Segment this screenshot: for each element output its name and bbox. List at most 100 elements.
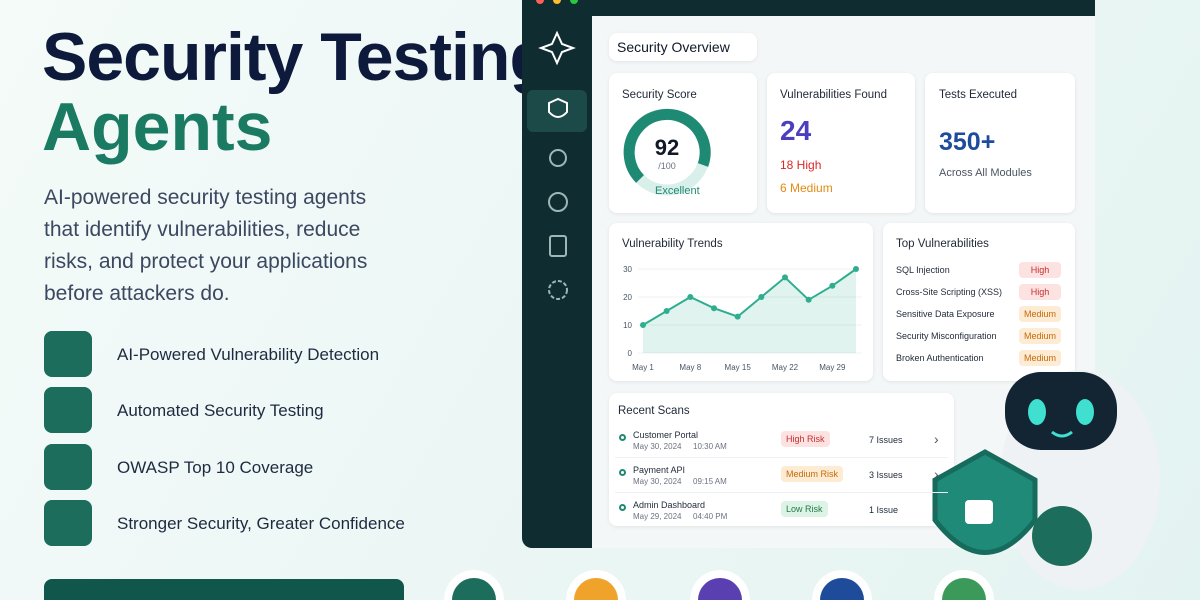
severity-badge: High <box>1019 262 1061 278</box>
y-tick-label: 10 <box>623 321 632 330</box>
scan-date: May 30, 2024 <box>633 442 682 451</box>
description: AI-powered security testing agents that … <box>44 186 368 305</box>
title: Agents <box>42 89 273 165</box>
vuln-name: Security Misconfiguration <box>896 331 997 341</box>
feature: Stronger Security, Greater Confidence <box>117 514 405 533</box>
status-dot <box>619 434 626 441</box>
tests-card <box>925 73 1075 213</box>
x-tick-label: May 29 <box>819 363 846 372</box>
card-label: Tests Executed <box>939 89 1017 101</box>
severity-badge: Medium <box>1019 306 1061 322</box>
risk-badge: Medium Risk <box>781 466 844 482</box>
scan-date: May 29, 2024 <box>633 512 682 521</box>
trend-point <box>734 313 741 320</box>
vuln-medium: 6 Medium <box>780 181 833 195</box>
trend-point <box>640 322 646 328</box>
feature-icon <box>44 331 92 377</box>
vuln-high: 18 High <box>780 158 822 172</box>
card-label: Recent Scans <box>618 405 690 417</box>
scan-time: 04:40 PM <box>693 512 728 521</box>
trend-point <box>758 294 765 300</box>
x-tick-label: May 8 <box>679 363 701 372</box>
card-label: Security Score <box>622 89 697 101</box>
feature: Automated Security Testing <box>117 401 324 420</box>
trend-point <box>663 308 670 314</box>
nav-active[interactable] <box>527 90 587 132</box>
window-dot <box>570 0 578 4</box>
scan-issues: 3 Issues <box>869 470 903 480</box>
title: Security Testing <box>42 19 551 95</box>
scan-issues: 7 Issues <box>869 435 903 445</box>
tests-value: 350+ <box>939 128 996 156</box>
feature-icon <box>44 444 92 490</box>
risk-badge: High Risk <box>781 431 830 447</box>
trend-line <box>642 268 857 326</box>
y-tick-label: 20 <box>623 293 632 302</box>
nav-icon[interactable] <box>548 280 568 300</box>
vuln-total: 24 <box>780 115 812 146</box>
x-tick-label: May 1 <box>632 363 654 372</box>
window-dot <box>536 0 544 4</box>
severity-badge: Medium <box>1019 328 1061 344</box>
scan-time: 09:15 AM <box>693 477 727 486</box>
nav-icon[interactable] <box>549 149 567 167</box>
vuln-card <box>767 73 915 213</box>
nav-icon[interactable] <box>548 97 568 118</box>
scan-date: May 30, 2024 <box>633 477 682 486</box>
vuln-name: Sensitive Data Exposure <box>896 309 995 319</box>
trend-point <box>829 282 836 289</box>
risk-badge: Low Risk <box>781 501 828 517</box>
card-label: Vulnerabilities Found <box>780 89 887 101</box>
robot <box>932 370 1160 590</box>
trend-card <box>609 223 873 381</box>
scan-time: 10:30 AM <box>693 442 727 451</box>
score-value: 92 <box>654 135 680 160</box>
y-tick-label: 30 <box>623 265 632 274</box>
scan-name[interactable]: Admin Dashboard <box>633 500 706 510</box>
status-dot <box>619 504 626 511</box>
vuln-name: Broken Authentication <box>896 353 984 363</box>
vuln-name: Cross-Site Scripting (XSS) <box>896 287 1003 297</box>
nav-icon[interactable] <box>548 192 568 212</box>
x-tick-label: May 15 <box>725 363 752 372</box>
vuln-name: SQL Injection <box>896 265 950 275</box>
scan-issues: 1 Issue <box>869 505 899 515</box>
header-card <box>609 33 757 61</box>
y-tick-label: 0 <box>628 349 633 358</box>
trend-area <box>643 269 856 353</box>
feature: AI-Powered Vulnerability Detection <box>117 345 380 364</box>
trend-point <box>805 296 812 303</box>
trend-point <box>853 266 859 272</box>
severity-badge: High <box>1019 284 1061 300</box>
logo <box>538 30 576 66</box>
feature: OWASP Top 10 Coverage <box>117 458 314 477</box>
score-max: /100 <box>658 161 676 171</box>
feature-icon <box>44 387 92 433</box>
row-divider <box>615 492 948 493</box>
cta-button[interactable] <box>44 579 404 600</box>
row-divider <box>615 457 948 458</box>
row-arrow[interactable]: › <box>934 501 939 517</box>
chart-title: Vulnerability Trends <box>622 238 723 250</box>
bottom-steps <box>444 570 994 600</box>
scan-name[interactable]: Payment API <box>633 465 686 475</box>
trend-point <box>782 274 788 281</box>
scan-name[interactable]: Customer Portal <box>633 430 699 440</box>
row-arrow[interactable]: › <box>934 466 939 482</box>
x-tick-label: May 22 <box>772 363 799 372</box>
status-dot <box>619 469 626 476</box>
severity-badge: Medium <box>1019 350 1061 366</box>
trend-point <box>711 305 717 312</box>
dashboard-title: Security Overview <box>617 39 730 55</box>
trend-point <box>687 294 694 300</box>
card-label: Top Vulnerabilities <box>896 238 989 250</box>
row-arrow[interactable]: › <box>934 431 939 447</box>
window-dot <box>553 0 561 4</box>
nav-icon[interactable] <box>549 235 567 257</box>
score-ring <box>623 108 711 183</box>
score-rating: Excellent <box>655 185 700 197</box>
feature-icon <box>44 500 92 546</box>
tests-sub: Across All Modules <box>939 167 1032 179</box>
